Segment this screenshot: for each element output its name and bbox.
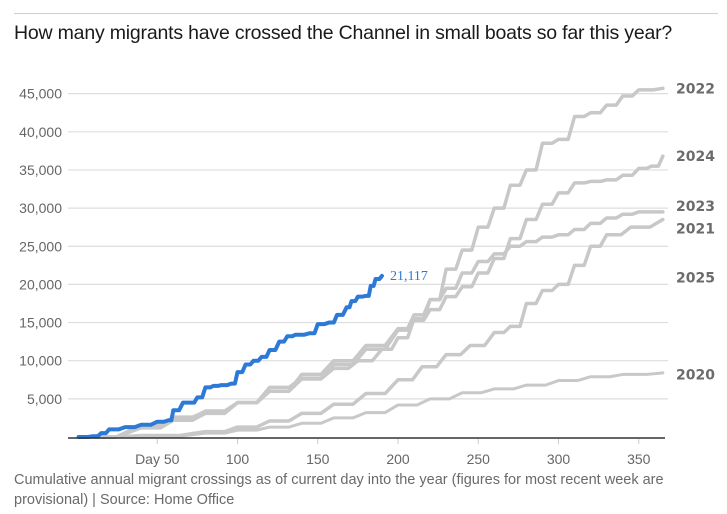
y-tick-label: 45,000 xyxy=(19,86,62,102)
y-tick-label: 35,000 xyxy=(19,162,62,178)
x-tick-label: 350 xyxy=(627,451,651,467)
series-label-2022: 2022 xyxy=(676,81,715,97)
series-line-2024 xyxy=(76,154,665,439)
y-axis-ticks: 5,000 10,000 15,000 20,000 25,000 30,000 35,00… xyxy=(19,86,62,407)
series-line-2025 xyxy=(76,273,384,439)
series-label-2023: 2023 xyxy=(676,199,715,215)
series-labels: 2022 2024 2023 2021 2025 2020 21,117 xyxy=(390,81,715,383)
chart-svg: 5,000 10,000 15,000 20,000 25,000 30,000 35,00… xyxy=(19,81,715,467)
series-label-2020: 2020 xyxy=(676,367,715,383)
y-tick-label: 15,000 xyxy=(19,315,62,331)
x-tick-label: 100 xyxy=(226,451,250,467)
chart-title: How many migrants have crossed the Chann… xyxy=(14,22,673,44)
top-divider xyxy=(14,13,718,14)
x-tick-label: 300 xyxy=(547,451,571,467)
x-tick-label: Day 50 xyxy=(135,451,180,467)
chart-caption: Cumulative annual migrant crossings as o… xyxy=(14,472,664,508)
y-tick-label: 30,000 xyxy=(19,200,62,216)
series-label-2024: 2024 xyxy=(676,149,715,165)
series-lines xyxy=(76,86,665,439)
x-axis: Day 50 100 150 200 250 300 350 xyxy=(68,437,665,467)
x-tick-label: 150 xyxy=(306,451,330,467)
x-tick-label: 200 xyxy=(386,451,410,467)
end-value-annotation: 21,117 xyxy=(390,269,428,284)
y-tick-label: 5,000 xyxy=(27,391,62,407)
series-label-2025: 2025 xyxy=(676,271,715,287)
series-line-2020 xyxy=(77,371,665,439)
gridlines xyxy=(68,93,668,400)
x-tick-label: 250 xyxy=(467,451,491,467)
series-label-2021: 2021 xyxy=(676,222,715,238)
series-line-2022 xyxy=(76,86,665,439)
y-tick-label: 10,000 xyxy=(19,353,62,369)
series-line-2021 xyxy=(76,217,665,439)
y-tick-label: 20,000 xyxy=(19,276,62,292)
y-tick-label: 25,000 xyxy=(19,238,62,254)
y-tick-label: 40,000 xyxy=(19,124,62,140)
